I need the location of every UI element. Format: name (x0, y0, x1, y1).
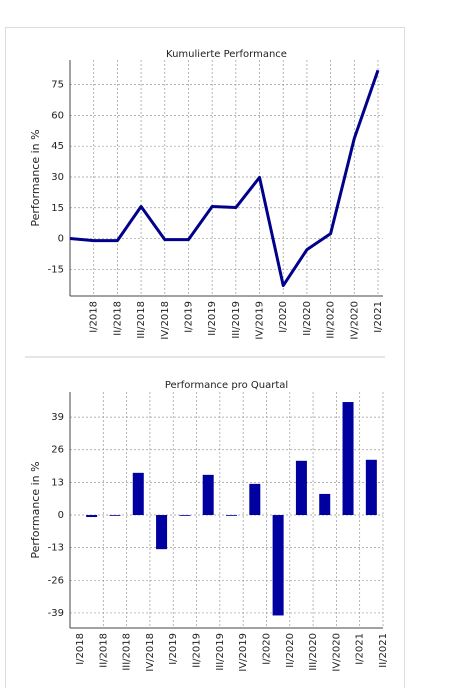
x-tick-label: III/2020 (308, 633, 319, 671)
x-tick-label: IV/2020 (331, 633, 342, 672)
x-tick-label: IV/2018 (145, 633, 156, 672)
chart-title: Kumulierte Performance (166, 49, 287, 60)
bar (295, 460, 307, 516)
x-tick-label: I/2018 (75, 633, 86, 665)
line (69, 69, 380, 288)
bar (272, 515, 284, 616)
bar (249, 483, 261, 516)
bar (86, 515, 98, 518)
x-tick-label: II/2019 (207, 301, 218, 336)
y-tick-label: 39 (51, 412, 64, 423)
chart-title: Performance pro Quartal (165, 380, 288, 391)
y-tick-label: -26 (48, 575, 64, 586)
bar (156, 515, 168, 550)
bar (132, 472, 144, 516)
y-tick-label: 75 (51, 80, 64, 91)
x-tick-label: I/2019 (183, 301, 194, 333)
x-tick-label: II/2018 (112, 301, 123, 336)
x-tick-label: I/2018 (89, 301, 100, 333)
x-tick-label: IV/2019 (255, 301, 266, 340)
bar (179, 515, 191, 516)
y-axis-label: Performance in % (29, 461, 42, 558)
bar (109, 515, 121, 516)
y-tick-label: 0 (58, 234, 64, 245)
y-tick-label: 15 (51, 203, 64, 214)
y-tick-label: -13 (48, 543, 64, 554)
y-tick-label: 45 (51, 141, 64, 152)
x-tick-label: III/2020 (326, 301, 337, 339)
y-tick-label: 60 (51, 110, 64, 121)
x-tick-label: II/2021 (378, 633, 389, 668)
y-tick-label: -39 (48, 608, 64, 619)
bar (202, 474, 214, 516)
x-tick-label: II/2020 (302, 301, 313, 336)
y-tick-label: 30 (51, 172, 64, 183)
x-tick-label: IV/2018 (160, 301, 171, 340)
x-tick-label: II/2020 (285, 633, 296, 668)
x-tick-label: II/2018 (98, 633, 109, 668)
y-tick-label: 26 (51, 445, 64, 456)
bar (365, 459, 377, 516)
x-tick-label: III/2018 (136, 301, 147, 339)
x-tick-label: I/2021 (373, 301, 384, 333)
x-tick-label: IV/2019 (238, 633, 249, 672)
x-tick-label: III/2018 (122, 633, 133, 671)
y-tick-label: 13 (51, 477, 64, 488)
y-tick-label: -15 (48, 264, 64, 275)
x-tick-label: II/2019 (192, 633, 203, 668)
bar (342, 402, 354, 516)
bar (226, 515, 237, 516)
y-tick-label: 0 (58, 510, 64, 521)
bar (319, 493, 331, 516)
x-tick-label: IV/2020 (349, 301, 360, 340)
x-tick-label: I/2021 (355, 633, 366, 665)
x-tick-label: III/2019 (215, 633, 226, 671)
x-tick-label: III/2019 (231, 301, 242, 339)
y-axis-label: Performance in % (29, 129, 42, 226)
x-tick-label: I/2020 (278, 301, 289, 333)
x-tick-label: I/2020 (261, 633, 272, 665)
x-tick-label: I/2019 (168, 633, 179, 665)
frame (5, 27, 405, 688)
